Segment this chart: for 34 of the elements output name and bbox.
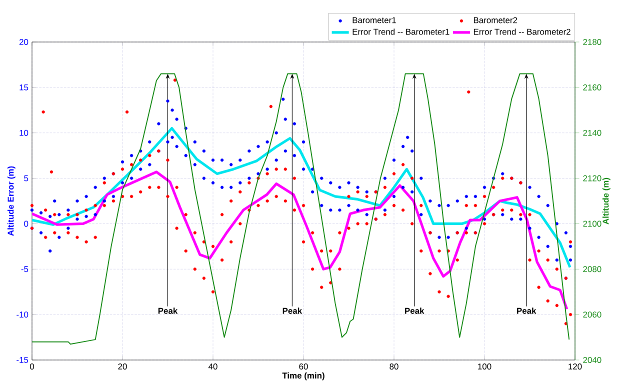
- y-axis-title: Altitude Error (m): [7, 166, 16, 236]
- y2-tick-label: 2140: [583, 130, 602, 136]
- legend-label: Barometer1: [352, 17, 396, 24]
- y2-tick-label: 2080: [583, 266, 602, 272]
- x-tick-label: 60: [299, 364, 308, 370]
- y-tick-label: -5: [21, 266, 28, 272]
- y2-tick-label: 2180: [583, 39, 602, 45]
- y-tick-label: 20: [19, 39, 28, 45]
- annotation: Peak: [158, 308, 178, 314]
- y2-tick-label: 2120: [583, 175, 602, 182]
- y-tick-label: -10: [16, 312, 28, 318]
- y-tick-label: -15: [16, 357, 28, 363]
- annotation: Peak: [405, 308, 424, 314]
- y2-axis-title: Altitude (m): [602, 178, 610, 224]
- x-tick-label: 20: [118, 364, 127, 370]
- annotation: Peak: [517, 308, 536, 314]
- x-tick-label: 100: [478, 364, 492, 370]
- y2-tick-label: 2100: [583, 220, 602, 227]
- y-tick-label: 10: [20, 130, 28, 136]
- x-axis-title: Time (min): [282, 372, 324, 380]
- y2-tick-label: 2060: [583, 312, 602, 318]
- y-tick-label: 0: [24, 220, 28, 227]
- x-tick-label: 0: [30, 364, 34, 370]
- y-tick-label: 5: [24, 175, 28, 182]
- x-tick-label: 80: [390, 364, 398, 370]
- y2-tick-label: 2160: [583, 84, 602, 90]
- legend-label: Error Trend -- Barometer2: [474, 28, 570, 35]
- y-tick-label: 15: [20, 84, 28, 90]
- x-tick-label: 120: [568, 364, 582, 370]
- y2-tick-label: 2040: [583, 357, 602, 363]
- x-tick-label: 40: [208, 364, 218, 370]
- legend-label: Error Trend -- Barometer1: [352, 28, 450, 35]
- annotation: Peak: [282, 308, 302, 314]
- legend-label: Barometer2: [474, 17, 518, 24]
